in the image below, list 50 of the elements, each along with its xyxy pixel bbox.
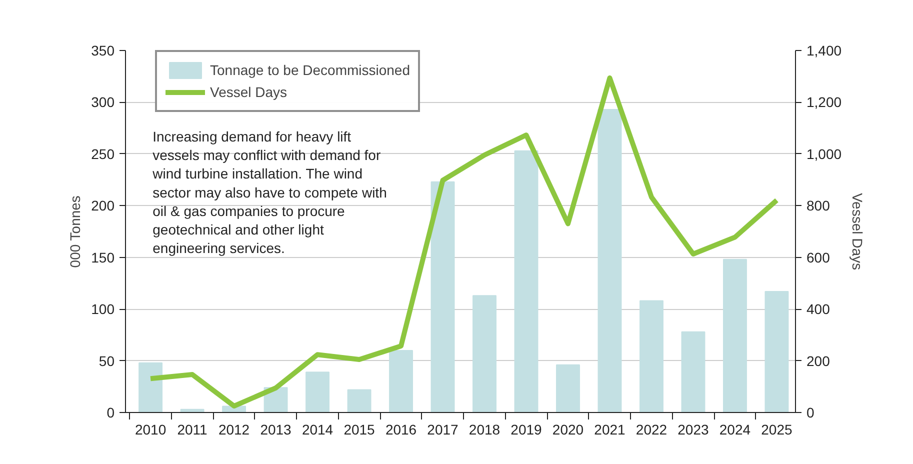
x-tick-label: 2021	[594, 422, 626, 438]
bar	[722, 258, 747, 412]
y-tick-label: 200	[91, 198, 115, 214]
bar	[389, 350, 413, 412]
x-tick-label: 2020	[552, 422, 584, 438]
x-tick-label: 2022	[636, 422, 668, 438]
x-tick-label: 2017	[427, 422, 459, 438]
legend-label: Tonnage to be Decommissioned	[210, 62, 410, 78]
bar	[514, 150, 538, 412]
x-tick-label: 2023	[678, 422, 710, 438]
bar	[764, 290, 789, 412]
y2-tick-label: 1,200	[806, 94, 842, 110]
x-tick-label: 2016	[385, 422, 417, 438]
y2-tick-label: 200	[806, 352, 830, 369]
bar	[430, 181, 455, 412]
bar	[347, 389, 372, 412]
x-tick-label: 2019	[510, 422, 542, 438]
legend-label: Vessel Days	[210, 84, 288, 100]
y2-tick-label: 800	[806, 198, 830, 214]
y2-tick-label: 1,400	[806, 42, 842, 58]
x-tick-label: 2012	[218, 422, 250, 438]
y-tick-label: 100	[91, 301, 115, 318]
y-tick-label: 150	[91, 249, 115, 266]
bar	[598, 108, 622, 412]
y-tick-label: 50	[98, 352, 115, 369]
y2-tick-label: 1,000	[806, 146, 842, 162]
x-tick-label: 2011	[177, 422, 208, 438]
y-tick-label: 0	[106, 404, 115, 420]
x-tick-label: 2015	[344, 422, 376, 438]
y2-tick-label: 600	[806, 249, 830, 266]
y-tick-label: 250	[91, 146, 115, 162]
x-tick-label: 2010	[134, 422, 166, 438]
y2-tick-label: 400	[806, 301, 830, 318]
y2-axis-title: Vessel Days	[850, 192, 866, 270]
y-tick-label: 350	[91, 42, 115, 58]
y-tick-label: 300	[91, 94, 115, 110]
bar	[681, 331, 706, 412]
y-axis-title: 000 Tonnes	[67, 196, 84, 268]
y2-tick-label: 0	[806, 404, 814, 420]
x-tick-label: 2013	[260, 422, 292, 438]
x-tick-label: 2014	[302, 422, 334, 438]
bar	[306, 372, 330, 412]
bar	[556, 364, 580, 412]
x-tick-label: 2018	[468, 422, 500, 438]
bar	[640, 300, 664, 412]
annotation: Increasing demand for heavy lift vessels may conflict with demand for wind turbine installation. The wind sector may also have to compete with oil & gas companies to procure geotechnical and other light engineering services.	[152, 128, 387, 256]
x-tick-label: 2025	[761, 422, 792, 438]
bar	[472, 295, 496, 412]
x-tick-label: 2024	[719, 422, 751, 438]
bar	[138, 362, 163, 412]
